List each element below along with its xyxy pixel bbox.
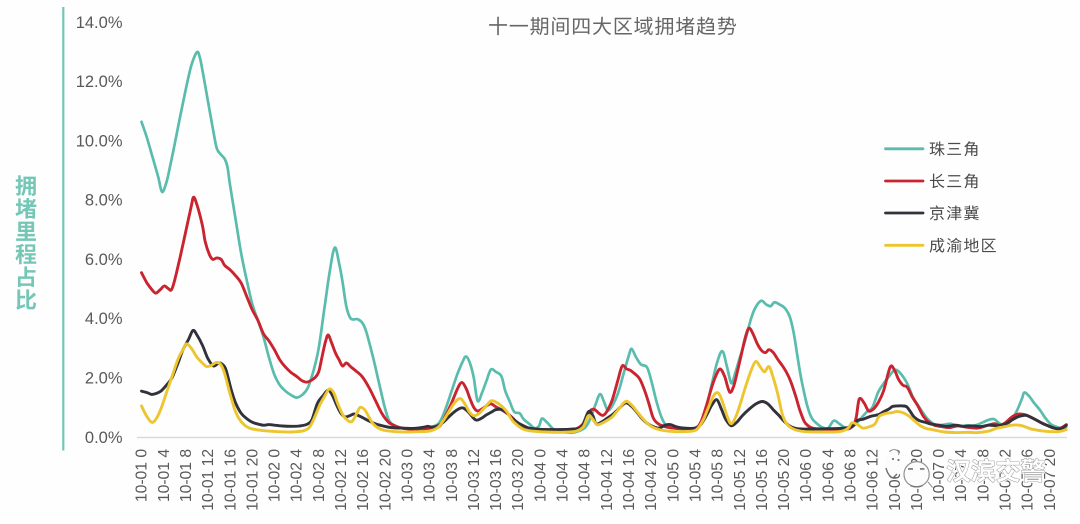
svg-text:10-02 4: 10-02 4 xyxy=(289,449,306,502)
svg-text:10-05 8: 10-05 8 xyxy=(710,449,727,502)
svg-text:10-07 0: 10-07 0 xyxy=(931,449,948,502)
svg-text:10-04 16: 10-04 16 xyxy=(621,449,638,511)
svg-text:10-06 4: 10-06 4 xyxy=(820,449,837,502)
svg-text:10-04 20: 10-04 20 xyxy=(643,449,660,511)
svg-text:10-02 20: 10-02 20 xyxy=(377,449,394,511)
svg-text:4.0%: 4.0% xyxy=(85,310,123,328)
svg-text:10-01 8: 10-01 8 xyxy=(178,449,195,502)
svg-text:10-03 16: 10-03 16 xyxy=(488,449,505,511)
svg-text:10-01 16: 10-01 16 xyxy=(222,449,239,511)
svg-text:10-03 12: 10-03 12 xyxy=(466,449,483,511)
svg-text:10-04 4: 10-04 4 xyxy=(555,449,572,502)
svg-text:10-01 20: 10-01 20 xyxy=(244,449,261,511)
svg-text:14.0%: 14.0% xyxy=(76,14,123,32)
svg-text:10-01 0: 10-01 0 xyxy=(134,449,151,502)
svg-text:10-06 8: 10-06 8 xyxy=(843,449,860,502)
svg-text:10-02 12: 10-02 12 xyxy=(333,449,350,511)
svg-text:10-03 4: 10-03 4 xyxy=(422,449,439,502)
svg-text:10-05 16: 10-05 16 xyxy=(754,449,771,511)
svg-text:12.0%: 12.0% xyxy=(76,73,123,91)
svg-text:0.0%: 0.0% xyxy=(85,429,123,447)
svg-text:10.0%: 10.0% xyxy=(76,132,123,150)
svg-text:10-07 20: 10-07 20 xyxy=(1042,449,1059,511)
svg-text:10-04 8: 10-04 8 xyxy=(577,449,594,502)
svg-text:10-01 12: 10-01 12 xyxy=(200,449,217,511)
svg-text:10-02 8: 10-02 8 xyxy=(311,449,328,502)
svg-text:8.0%: 8.0% xyxy=(85,192,123,210)
svg-text:10-06 12: 10-06 12 xyxy=(865,449,882,511)
svg-text:10-05 20: 10-05 20 xyxy=(776,449,793,511)
svg-text:10-04 0: 10-04 0 xyxy=(532,449,549,502)
svg-text:6.0%: 6.0% xyxy=(85,251,123,269)
svg-text:10-01 4: 10-01 4 xyxy=(156,449,173,502)
svg-text:10-06 0: 10-06 0 xyxy=(798,449,815,502)
svg-text:10-04 12: 10-04 12 xyxy=(599,449,616,511)
svg-text:10-03 0: 10-03 0 xyxy=(400,449,417,502)
svg-text:2.0%: 2.0% xyxy=(85,370,123,388)
svg-text:10-03 20: 10-03 20 xyxy=(510,449,527,511)
svg-text:10-02 0: 10-02 0 xyxy=(267,449,284,502)
svg-text:10-05 4: 10-05 4 xyxy=(688,449,705,502)
svg-text:10-05 0: 10-05 0 xyxy=(665,449,682,502)
svg-text:10-05 12: 10-05 12 xyxy=(732,449,749,511)
svg-text:10-03 8: 10-03 8 xyxy=(444,449,461,502)
svg-text:10-02 16: 10-02 16 xyxy=(355,449,372,511)
